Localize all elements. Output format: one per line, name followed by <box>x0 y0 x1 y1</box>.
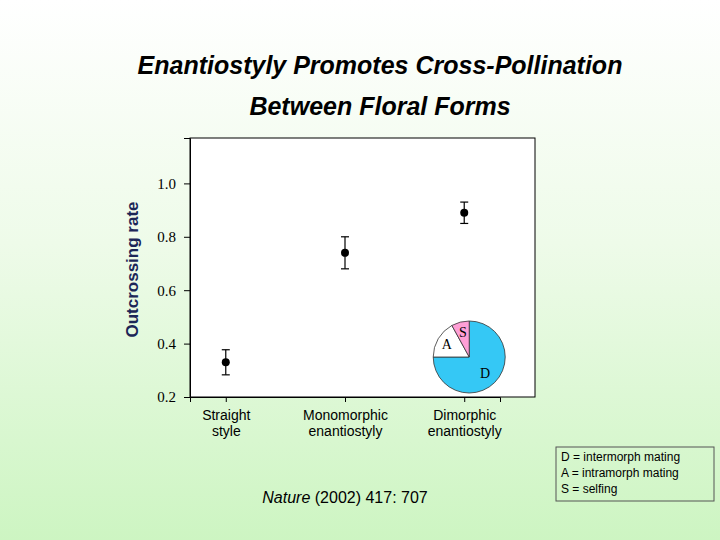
title: Enantiostyly Promotes Cross-Pollination <box>138 51 623 79</box>
x-tick-mark <box>226 397 227 402</box>
y-tick: 0.4 <box>157 336 190 352</box>
pie-label: D <box>480 366 490 381</box>
x-axis-line <box>191 398 501 403</box>
marks <box>222 202 505 393</box>
y-tick: 0.8 <box>157 229 190 245</box>
error-bar-cap <box>460 201 468 202</box>
x-tick: Straightstyle <box>202 397 250 439</box>
note: D = intermorph mating <box>561 450 680 464</box>
y-tick-label: 0.2 <box>157 389 176 405</box>
y-tick-label: 1.0 <box>157 176 176 192</box>
pie-label: S <box>459 325 467 340</box>
error-bar-cap <box>341 236 349 237</box>
pie-slice <box>452 321 469 357</box>
x-tick-mark <box>464 397 465 402</box>
x-tick-label: Straightstyle <box>202 407 250 439</box>
error-bar-cap <box>222 349 230 350</box>
pie-inset <box>433 321 505 393</box>
x-tick-mark <box>345 397 346 402</box>
plot-background <box>190 138 535 397</box>
error-bar <box>341 237 349 269</box>
x-tick-label: Monomorphicenantiostyly <box>303 407 388 439</box>
y-axis: 0.2 0.4 0.6 0.8 1.0 <box>157 139 190 406</box>
y-tick-mark <box>184 290 190 291</box>
citation: Nature (2002) 417: 707 <box>262 489 428 506</box>
x-axis: Straightstyle Monomorphicenantiostyly Dimo… <box>191 397 502 439</box>
pie-label: A <box>442 337 453 352</box>
data-point <box>341 249 349 257</box>
chart: Enantiostyly Promotes Cross-Pollination B… <box>0 0 720 540</box>
y-tick-label: 0.8 <box>157 229 176 245</box>
pie-slice <box>433 321 505 393</box>
data-point <box>222 358 230 366</box>
y-tick: 1.0 <box>157 176 190 192</box>
note: A = intramorph mating <box>561 466 679 480</box>
y-tick: 0.6 <box>157 282 190 298</box>
error-bar-cap <box>222 374 230 375</box>
citation-journal: Nature <box>262 489 310 506</box>
note: S = selfing <box>561 482 617 496</box>
y-tick-mark <box>184 397 190 398</box>
y-tick-mark <box>184 344 190 345</box>
notes-frame <box>556 447 714 501</box>
notes-box: D = intermorph mating A = intramorph mati… <box>556 447 714 501</box>
y-tick-label: 0.4 <box>157 336 176 352</box>
error-bar-cap <box>460 223 468 224</box>
plot-frame <box>190 138 535 397</box>
pie-labels: D AS <box>442 325 490 381</box>
y-tick-label: 0.6 <box>157 282 176 298</box>
subtitle: Between Floral Forms <box>249 92 510 120</box>
x-tick: Monomorphicenantiostyly <box>303 397 388 439</box>
x-tick-label: Dimorphicenantiostyly <box>428 407 502 439</box>
y-tick-mark <box>184 237 190 238</box>
error-bar-cap <box>341 268 349 269</box>
error-bar <box>460 202 468 223</box>
y-axis-title: Outcrossing rate <box>123 201 142 337</box>
error-bar <box>222 350 230 375</box>
y-tick: 0.2 <box>157 389 190 405</box>
x-tick: Dimorphicenantiostyly <box>428 397 502 439</box>
data-point <box>460 209 468 217</box>
y-tick-mark <box>184 183 190 184</box>
citation-reference: (2002) 417: 707 <box>315 489 428 506</box>
